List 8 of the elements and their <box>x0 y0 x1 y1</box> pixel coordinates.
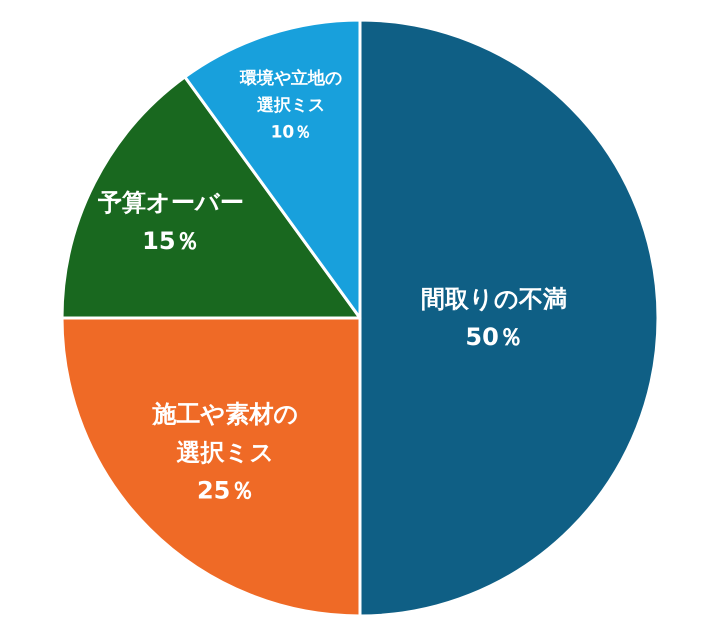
data-label: 15％ <box>142 226 200 255</box>
slice-label: 環境や立地の選択ミス <box>238 68 342 116</box>
data-label: 50％ <box>465 323 523 352</box>
data-label: 10％ <box>270 122 312 143</box>
slice-label: 予算オーバー <box>96 188 244 216</box>
data-label: 25％ <box>196 476 254 505</box>
slice-label: 間取りの不満 <box>421 284 568 313</box>
slice-label: 施工や素材の選択ミス <box>152 400 299 466</box>
